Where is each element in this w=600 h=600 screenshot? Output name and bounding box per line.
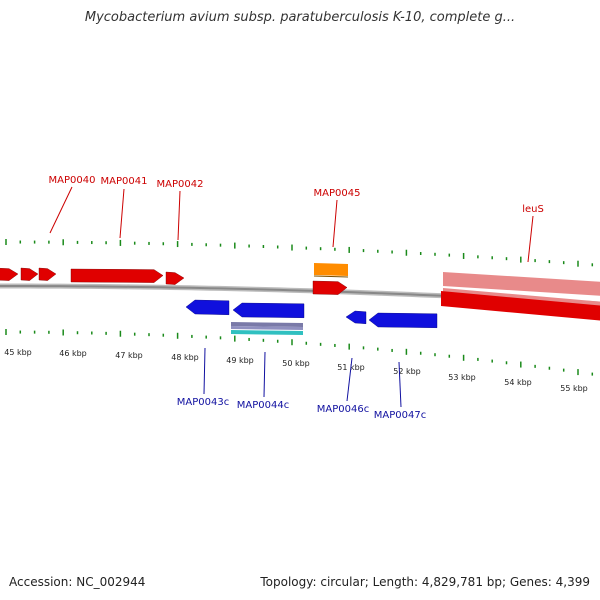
forward-gene-arrow — [312, 280, 348, 295]
scale-labels: 45 kbp 46 kbp 47 kbp 48 kbp 49 kbp 50 kbp 51 k… — [4, 348, 588, 393]
gene-label-forward: MAP0042 — [157, 179, 204, 190]
label-leader-line — [346, 357, 353, 402]
rna-gene — [314, 263, 348, 276]
outer-tick-track — [5, 239, 594, 267]
label-leader-line — [177, 190, 181, 241]
label-leader-line — [49, 186, 73, 234]
gene-label-forward: MAP0045 — [314, 188, 361, 199]
scale-label: 54 kbp — [504, 378, 532, 387]
inner-tick-track — [5, 329, 594, 376]
reverse-gene-arrow — [232, 302, 305, 319]
forward-gene-arrow — [165, 271, 185, 285]
scale-label: 45 kbp — [4, 348, 32, 357]
reverse-rna-band — [231, 326, 303, 330]
forward-gene-band — [443, 288, 600, 306]
label-leader-line — [527, 215, 534, 263]
reverse-gene-arrow — [185, 299, 230, 316]
scale-label: 49 kbp — [226, 356, 254, 365]
forward-gene-band — [443, 272, 600, 296]
scale-label: 52 kbp — [393, 367, 421, 376]
forward-gene-arrow — [20, 267, 39, 281]
gene-label-reverse: MAP0044c — [237, 400, 289, 411]
map-title: Mycobacterium avium subsp. paratuberculo… — [84, 10, 516, 25]
gene-label-forward: MAP0041 — [101, 176, 148, 187]
forward-gene-arrow — [0, 268, 19, 281]
gene-label-forward: leuS — [522, 204, 544, 215]
reverse-rna-band — [231, 322, 303, 327]
forward-gene-arrow — [70, 268, 164, 283]
forward-gene-band — [441, 291, 600, 321]
reverse-gene-arrow — [345, 310, 367, 325]
scale-label: 55 kbp — [560, 384, 588, 393]
gene-label-reverse: MAP0043c — [177, 397, 229, 408]
scale-label: 50 kbp — [282, 359, 310, 368]
scale-label: 46 kbp — [59, 349, 87, 358]
reverse-gene-arrow — [368, 312, 438, 329]
accession-text: Accession: NC_002944 — [9, 575, 146, 589]
label-leader-line — [398, 361, 402, 408]
gene-label-forward: MAP0040 — [49, 175, 96, 186]
label-leader-line — [263, 351, 266, 398]
scale-label: 53 kbp — [448, 373, 476, 382]
topology-summary: Topology: circular; Length: 4,829,781 bp… — [260, 575, 590, 589]
label-leader-line — [332, 199, 338, 248]
gene-labels: MAP0040 MAP0041 MAP0042 MAP0045 leuS MAP0043c… — [49, 175, 544, 421]
features — [0, 263, 600, 335]
forward-gene-arrow — [38, 267, 57, 281]
reverse-rna-band — [231, 330, 303, 335]
gene-label-reverse: MAP0047c — [374, 410, 426, 421]
rna-gene-edge — [313, 275, 349, 278]
scale-label: 47 kbp — [115, 351, 143, 360]
gene-label-reverse: MAP0046c — [317, 404, 369, 415]
scale-label: 48 kbp — [171, 353, 199, 362]
label-leader-line — [119, 188, 125, 239]
label-leader-line — [203, 347, 206, 395]
